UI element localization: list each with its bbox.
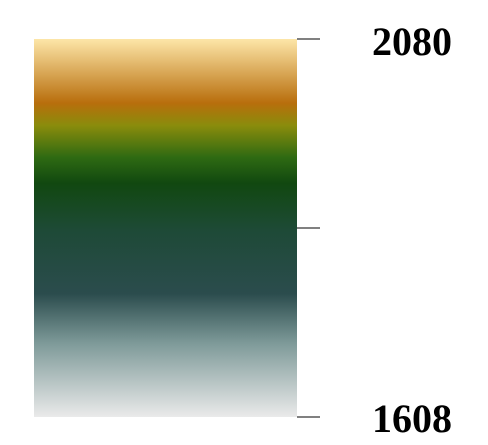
tick-label-min: 1608 <box>372 399 452 439</box>
colorbar-gradient-bar <box>34 39 297 417</box>
tick-label-max: 2080 <box>372 22 452 62</box>
